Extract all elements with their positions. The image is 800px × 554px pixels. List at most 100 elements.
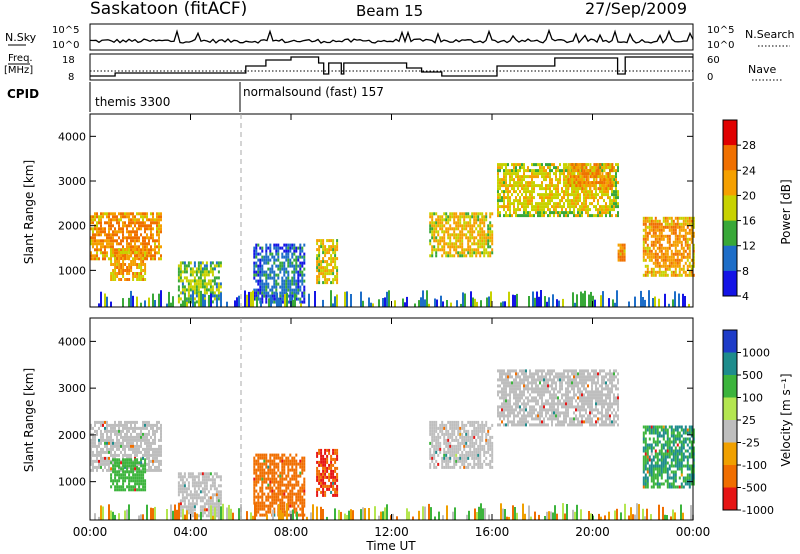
- power-echo-cell: [642, 255, 645, 259]
- power-echo-cell: [513, 181, 515, 185]
- power-echo-cell: [114, 251, 116, 255]
- power-echo-cell: [589, 196, 591, 200]
- power-echo-cell: [195, 300, 198, 304]
- power-echo-cell: [501, 205, 503, 209]
- velocity-echo-cell: [277, 462, 280, 466]
- power-echo-cell: [523, 163, 525, 167]
- power-echo-cell: [525, 211, 527, 215]
- velocity-echo-cell: [269, 480, 272, 484]
- power-echo-cell: [183, 291, 186, 295]
- power-echo-cell: [191, 267, 194, 271]
- power-echo-cell: [650, 255, 653, 259]
- power-echo-cell: [297, 282, 300, 286]
- power-echo-cell: [581, 208, 583, 212]
- power-echo-cell: [277, 255, 280, 259]
- power-echo-cell: [553, 196, 555, 200]
- power-echo-cell: [453, 215, 456, 219]
- velocity-echo-cell: [275, 492, 278, 496]
- power-echo-cell: [531, 178, 533, 182]
- power-echo-cell: [567, 172, 570, 176]
- power-echo-cell: [527, 184, 529, 188]
- power-echo-cell: [449, 254, 452, 258]
- velocity-echo-cell: [263, 462, 266, 466]
- velocity-echo-cell: [483, 429, 486, 433]
- velocity-echo-cell: [263, 456, 266, 460]
- velocity-echo-cell: [106, 435, 108, 439]
- velocity-echo-cell: [439, 444, 442, 448]
- velocity-echo-cell: [301, 456, 304, 460]
- velocity-echo-cell: [144, 432, 146, 436]
- power-echo-cell: [513, 166, 515, 170]
- power-echo-cell: [575, 202, 577, 206]
- power-echo-cell: [523, 208, 525, 212]
- power-echo-cell: [326, 266, 329, 270]
- velocity-echo-cell: [505, 387, 507, 391]
- power-echo-cell: [90, 242, 92, 246]
- power-echo-cell: [189, 297, 192, 301]
- velocity-echo-cell: [265, 477, 268, 481]
- power-near-range-cell: [280, 299, 282, 307]
- velocity-echo-cell: [435, 465, 438, 469]
- velocity-echo-cell: [138, 426, 140, 430]
- power-echo-cell: [585, 187, 588, 191]
- power-echo-cell: [553, 187, 555, 191]
- power-echo-cell: [599, 175, 602, 179]
- power-echo-cell: [561, 187, 563, 191]
- power-echo-cell: [114, 260, 117, 263]
- velocity-echo-cell: [281, 468, 284, 472]
- power-near-range-cell: [470, 291, 472, 307]
- power-echo-cell: [431, 248, 434, 252]
- power-echo-cell: [543, 202, 545, 206]
- power-echo-cell: [581, 211, 583, 215]
- power-echo-cell: [120, 269, 123, 272]
- power-echo-cell: [491, 239, 494, 243]
- power-near-range-cell: [682, 293, 684, 307]
- velocity-echo-cell: [124, 476, 127, 480]
- power-echo-cell: [295, 249, 298, 253]
- velocity-echo-cell: [90, 450, 92, 454]
- velocity-echo-cell: [461, 426, 464, 430]
- power-echo-cell: [575, 178, 578, 182]
- velocity-echo-cell: [144, 479, 147, 483]
- velocity-echo-cell: [437, 462, 440, 466]
- velocity-echo-cell: [336, 457, 339, 461]
- power-echo-cell: [128, 263, 131, 266]
- velocity-echo-cell: [150, 465, 152, 469]
- power-echo-cell: [601, 175, 604, 179]
- power-echo-cell: [461, 242, 464, 246]
- power-echo-cell: [320, 263, 323, 267]
- velocity-echo-cell: [255, 504, 258, 508]
- velocity-echo-cell: [102, 450, 104, 454]
- power-echo-cell: [467, 242, 470, 246]
- power-echo-cell: [128, 245, 130, 249]
- power-echo-cell: [439, 221, 442, 225]
- power-echo-cell: [118, 212, 120, 216]
- power-echo-cell: [692, 261, 695, 265]
- power-echo-cell: [656, 234, 659, 238]
- velocity-echo-cell: [122, 429, 124, 433]
- power-echo-cell: [688, 270, 691, 274]
- velocity-echo-cell: [301, 459, 304, 463]
- velocity-echo-cell: [433, 429, 436, 433]
- power-echo-cell: [193, 279, 196, 283]
- velocity-echo-cell: [279, 483, 282, 487]
- velocity-echo-cell: [287, 480, 290, 484]
- power-echo-cell: [324, 266, 327, 270]
- velocity-echo-cell: [281, 489, 284, 493]
- velocity-echo-cell: [293, 483, 296, 487]
- power-echo-cell: [513, 202, 515, 206]
- power-echo-cell: [672, 228, 675, 232]
- power-echo-cell: [557, 190, 559, 194]
- velocity-echo-cell: [330, 466, 333, 470]
- power-echo-cell: [209, 267, 212, 271]
- velocity-echo-cell: [447, 462, 450, 466]
- velocity-echo-cell: [501, 390, 503, 394]
- power-echo-cell: [569, 184, 572, 188]
- power-echo-cell: [686, 237, 689, 241]
- velocity-echo-cell: [451, 450, 454, 454]
- velocity-echo-cell: [324, 466, 327, 470]
- power-echo-cell: [267, 267, 270, 271]
- power-echo-cell: [138, 266, 141, 269]
- velocity-echo-cell: [273, 492, 276, 496]
- power-echo-cell: [499, 205, 501, 209]
